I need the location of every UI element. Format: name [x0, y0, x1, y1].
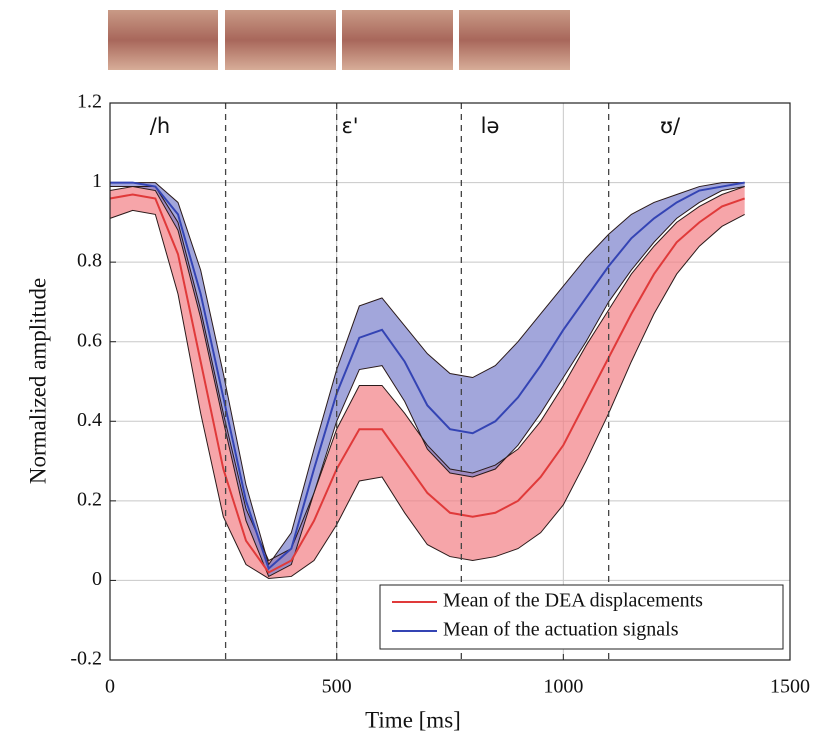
band-edge	[109, 209, 745, 579]
y-tick-label: 0.6	[77, 329, 102, 351]
y-tick-label: 0.2	[77, 488, 102, 510]
band-edge	[109, 186, 745, 562]
y-tick-label: -0.2	[70, 648, 102, 670]
photo	[108, 10, 218, 70]
legend	[379, 584, 784, 650]
photo	[225, 10, 336, 70]
x-tick-label: 1500	[770, 676, 810, 698]
y-tick-label: 0.4	[77, 409, 102, 431]
mean-line	[110, 181, 745, 571]
face-photos	[108, 10, 570, 70]
legend-label: Mean of the actuation signals	[443, 619, 679, 641]
x-tick-label: 1000	[543, 676, 583, 698]
x-axis-label: Time [ms]	[365, 707, 461, 732]
plot-frame	[109, 102, 791, 661]
x-tick-label: 0	[105, 676, 115, 698]
band	[110, 182, 745, 577]
phoneme-label: ɛ'	[341, 114, 358, 138]
x-tick-label: 500	[322, 676, 352, 698]
phoneme-label: lə	[481, 114, 500, 138]
legend-label: Mean of the DEA displacements	[443, 590, 703, 612]
y-tick-label: 1.2	[77, 91, 102, 113]
phoneme-label: /h	[150, 114, 170, 138]
y-tick-label: 0	[92, 568, 102, 590]
y-axis-label: Normalized amplitude	[25, 278, 50, 484]
band	[110, 186, 745, 579]
photo	[459, 10, 570, 70]
mean-line	[109, 193, 745, 574]
y-tick-label: 1	[92, 170, 102, 192]
band-edge	[110, 186, 745, 578]
band-edge	[110, 182, 745, 566]
photo	[342, 10, 453, 70]
phoneme-label: ʊ/	[660, 114, 681, 138]
y-tick-label: 0.8	[77, 250, 102, 272]
